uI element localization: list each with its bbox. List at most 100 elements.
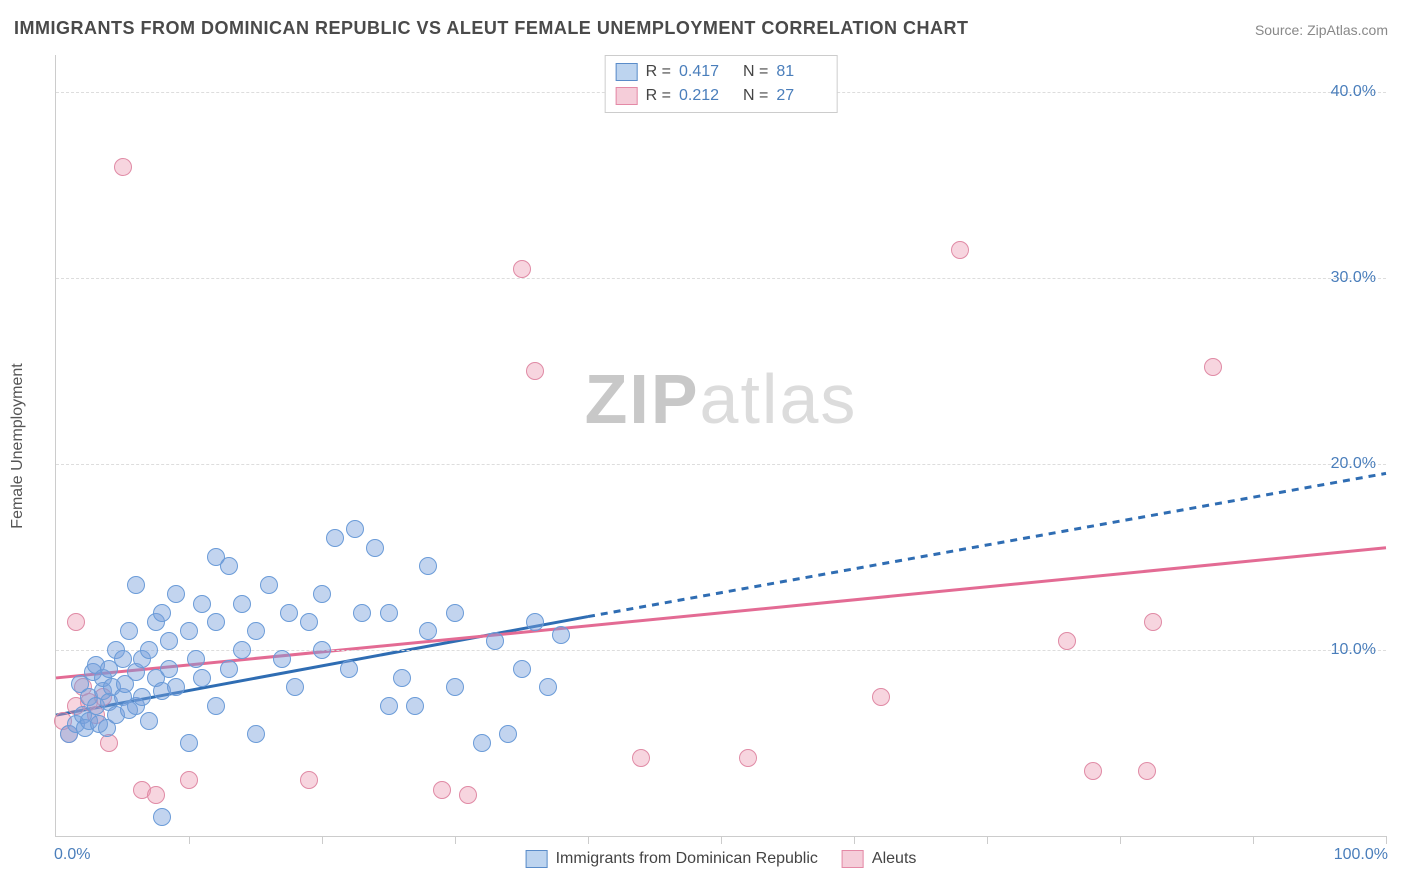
data-point [300,771,318,789]
x-tick [987,836,988,844]
legend-swatch-series-2 [616,87,638,105]
data-point [300,613,318,631]
data-point [346,520,364,538]
data-point [313,641,331,659]
data-point [446,604,464,622]
data-point [286,678,304,696]
x-tick [189,836,190,844]
x-axis-max-label: 100.0% [1334,846,1388,864]
n-value-series-1: 81 [776,63,826,81]
y-axis-label: Female Unemployment [9,363,27,528]
r-value-series-1: 0.417 [679,63,729,81]
data-point [167,585,185,603]
x-axis-min-label: 0.0% [54,846,90,864]
data-point [280,604,298,622]
trend-line [56,548,1386,678]
data-point [120,622,138,640]
y-tick-label: 10.0% [1331,641,1376,659]
data-point [1084,762,1102,780]
data-point [133,688,151,706]
legend-stats: R = 0.417 N = 81 R = 0.212 N = 27 [605,55,838,113]
x-tick [1253,836,1254,844]
y-tick-label: 20.0% [1331,455,1376,473]
data-point [180,771,198,789]
legend-swatch-series-2 [842,850,864,868]
n-label: N = [743,63,768,81]
data-point [193,669,211,687]
data-point [233,641,251,659]
data-point [473,734,491,752]
data-point [632,749,650,767]
x-tick [588,836,589,844]
data-point [220,660,238,678]
legend-swatch-series-1 [616,63,638,81]
x-tick [721,836,722,844]
legend-label-series-1: Immigrants from Dominican Republic [556,850,818,868]
data-point [153,808,171,826]
data-point [326,529,344,547]
data-point [380,604,398,622]
data-point [187,650,205,668]
legend-item-2: Aleuts [842,850,916,868]
data-point [140,641,158,659]
data-point [247,622,265,640]
plot-area: ZIPatlas R = 0.417 N = 81 R = 0.212 N = … [55,55,1386,837]
r-value-series-2: 0.212 [679,87,729,105]
data-point [1058,632,1076,650]
legend-label-series-2: Aleuts [872,850,916,868]
data-point [340,660,358,678]
gridline [56,650,1386,651]
legend-swatch-series-1 [526,850,548,868]
data-point [160,660,178,678]
data-point [513,660,531,678]
r-label: R = [646,63,671,81]
data-point [180,734,198,752]
data-point [433,781,451,799]
data-point [220,557,238,575]
data-point [127,576,145,594]
data-point [193,595,211,613]
n-label: N = [743,87,768,105]
data-point [147,786,165,804]
data-point [459,786,477,804]
data-point [1204,358,1222,376]
data-point [406,697,424,715]
legend-stats-row-1: R = 0.417 N = 81 [616,60,827,84]
data-point [160,632,178,650]
data-point [233,595,251,613]
x-tick [455,836,456,844]
data-point [526,362,544,380]
x-tick [854,836,855,844]
data-point [114,158,132,176]
data-point [393,669,411,687]
data-point [180,622,198,640]
trend-line-extension [588,473,1386,616]
data-point [419,622,437,640]
data-point [486,632,504,650]
data-point [552,626,570,644]
trend-lines [56,55,1386,836]
source-link[interactable]: ZipAtlas.com [1307,22,1388,38]
legend-item-1: Immigrants from Dominican Republic [526,850,818,868]
source-prefix: Source: [1255,22,1307,38]
data-point [366,539,384,557]
legend-stats-row-2: R = 0.212 N = 27 [616,84,827,108]
data-point [260,576,278,594]
data-point [1144,613,1162,631]
data-point [353,604,371,622]
data-point [1138,762,1156,780]
data-point [513,260,531,278]
data-point [539,678,557,696]
x-tick [1386,836,1387,844]
x-tick [322,836,323,844]
data-point [153,604,171,622]
data-point [273,650,291,668]
data-point [247,725,265,743]
legend-series: Immigrants from Dominican Republic Aleut… [526,850,917,868]
n-value-series-2: 27 [776,87,826,105]
data-point [526,613,544,631]
r-label: R = [646,87,671,105]
data-point [419,557,437,575]
gridline [56,464,1386,465]
data-point [739,749,757,767]
